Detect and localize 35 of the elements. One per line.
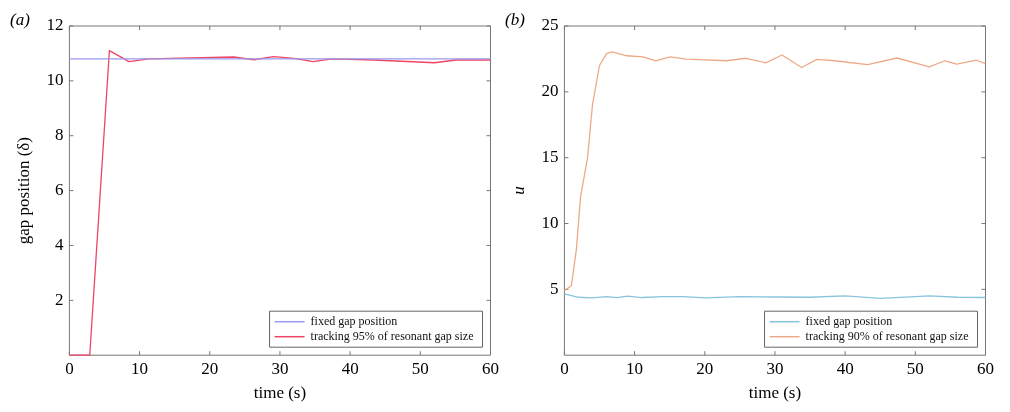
y-tick-label: 4 bbox=[54, 234, 64, 254]
y-tick-label: 5 bbox=[549, 278, 559, 298]
legend-label: fixed gap position bbox=[310, 313, 398, 328]
text: (a) bbox=[10, 9, 31, 29]
y-tick-label: 20 bbox=[541, 81, 559, 101]
x-tick-label: 60 bbox=[977, 358, 994, 378]
y-tick-label: 12 bbox=[46, 15, 64, 35]
y-tick-label: 25 bbox=[541, 15, 559, 35]
x-axis-title: time (s) bbox=[253, 383, 307, 403]
y-tick-label: 6 bbox=[54, 180, 64, 200]
y-tick-label: 10 bbox=[46, 70, 64, 90]
x-tick-label: 40 bbox=[836, 358, 854, 378]
y-axis-title: gap position (δ) bbox=[13, 137, 33, 245]
x-tick-label: 60 bbox=[482, 358, 499, 378]
y-tick-label: 8 bbox=[54, 125, 64, 145]
legend-label: tracking 90% of resonant gap size bbox=[805, 328, 969, 343]
x-tick-label: 30 bbox=[766, 358, 784, 378]
x-tick-label: 50 bbox=[411, 358, 429, 378]
y-tick-label: 2 bbox=[54, 289, 64, 309]
x-tick-label: 0 bbox=[560, 358, 569, 378]
y-axis-title: u bbox=[508, 186, 528, 195]
legend-label: fixed gap position bbox=[805, 313, 893, 328]
x-tick-label: 10 bbox=[131, 358, 149, 378]
x-tick-label: 40 bbox=[341, 358, 359, 378]
y-tick-label: 15 bbox=[541, 147, 559, 167]
x-tick-label: 50 bbox=[906, 358, 924, 378]
text: (b) bbox=[505, 9, 526, 29]
x-tick-label: 20 bbox=[201, 358, 219, 378]
x-tick-label: 10 bbox=[626, 358, 644, 378]
x-axis-title: time (s) bbox=[748, 383, 802, 403]
x-tick-label: 30 bbox=[271, 358, 289, 378]
x-tick-label: 0 bbox=[65, 358, 74, 378]
y-tick-label: 10 bbox=[541, 212, 559, 232]
x-tick-label: 20 bbox=[696, 358, 714, 378]
legend-label: tracking 95% of resonant gap size bbox=[310, 328, 474, 343]
